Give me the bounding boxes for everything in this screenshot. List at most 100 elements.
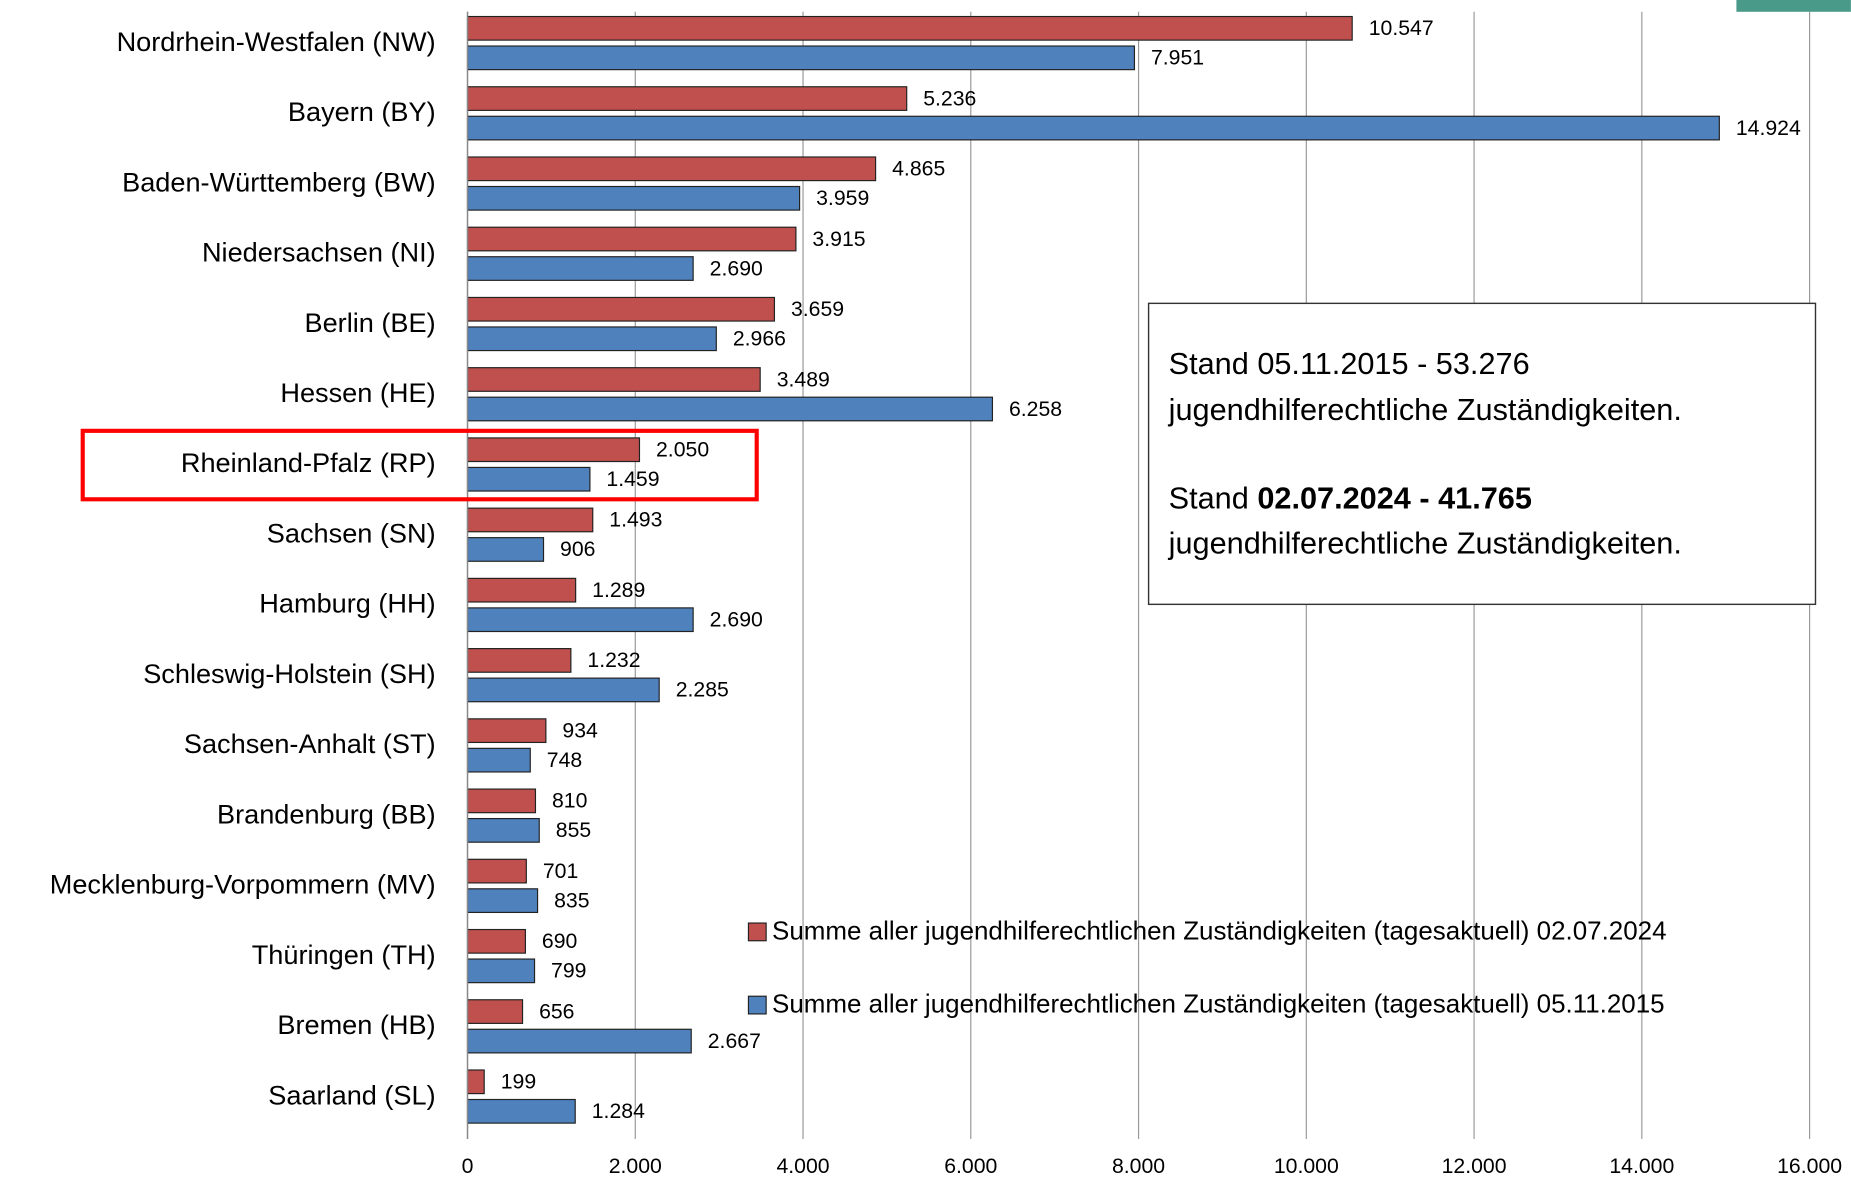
highlight-box bbox=[80, 428, 759, 502]
y-tick-label: Sachsen-Anhalt (ST) bbox=[184, 728, 436, 759]
bar bbox=[466, 537, 545, 562]
bar bbox=[466, 577, 577, 603]
value-label: 656 bbox=[539, 999, 574, 1023]
value-label: 3.959 bbox=[816, 186, 869, 210]
bar bbox=[466, 1098, 576, 1124]
legend-swatch bbox=[747, 922, 767, 942]
legend-label: Summe aller jugendhilferechtlichen Zustä… bbox=[772, 915, 1666, 945]
y-tick-label: Hamburg (HH) bbox=[259, 588, 435, 619]
value-label: 1.493 bbox=[609, 508, 662, 532]
legend: Summe aller jugendhilferechtlichen Zustä… bbox=[747, 915, 1667, 1019]
y-tick-label: Berlin (BE) bbox=[305, 307, 436, 338]
y-tick-label: Sachsen (SN) bbox=[267, 517, 436, 548]
bar bbox=[466, 296, 776, 322]
annotation-text: Stand 02.07.2024 - 41.765 bbox=[1169, 481, 1532, 516]
bar bbox=[466, 1069, 485, 1095]
bar bbox=[466, 747, 531, 773]
value-label: 10.547 bbox=[1369, 16, 1434, 40]
bar bbox=[466, 185, 801, 211]
bars: Nordrhein-Westfalen (NW) 10.547 7.951 Bayer… bbox=[50, 15, 1801, 1124]
bar bbox=[466, 226, 797, 252]
bar bbox=[466, 115, 1720, 141]
bar bbox=[466, 396, 994, 422]
x-tick-label: 0 bbox=[462, 1154, 474, 1178]
legend-label: Summe aller jugendhilferechtlichen Zustä… bbox=[772, 989, 1665, 1019]
x-tick-label: 10.000 bbox=[1274, 1154, 1339, 1178]
value-label: 2.690 bbox=[710, 256, 763, 280]
value-label: 748 bbox=[547, 748, 582, 772]
value-label: 5.236 bbox=[923, 86, 976, 110]
value-label: 4.865 bbox=[892, 157, 945, 181]
value-label: 2.285 bbox=[676, 678, 729, 702]
bar bbox=[466, 648, 572, 673]
bar bbox=[466, 958, 536, 984]
annotation-text: jugendhilferechtliche Zuständigkeiten. bbox=[1168, 392, 1682, 427]
value-label: 835 bbox=[554, 888, 589, 912]
value-label: 799 bbox=[551, 959, 586, 983]
y-tick-label: Rheinland-Pfalz (RP) bbox=[181, 447, 436, 478]
value-label: 3.915 bbox=[812, 227, 865, 251]
value-label: 1.284 bbox=[592, 1099, 645, 1123]
y-tick-label: Bayern (BY) bbox=[288, 96, 436, 127]
bar bbox=[466, 607, 694, 633]
value-label: 2.966 bbox=[733, 327, 786, 351]
bar bbox=[466, 718, 547, 744]
y-tick-label: Nordrhein-Westfalen (NW) bbox=[117, 26, 436, 57]
bar bbox=[466, 86, 908, 111]
bar bbox=[466, 999, 524, 1024]
value-label: 690 bbox=[542, 929, 577, 953]
bar bbox=[466, 858, 527, 884]
value-label: 701 bbox=[543, 859, 578, 883]
bar bbox=[466, 1028, 692, 1054]
value-label: 6.258 bbox=[1009, 397, 1062, 421]
legend-swatch bbox=[747, 995, 767, 1015]
bar bbox=[466, 466, 591, 492]
bar bbox=[466, 15, 1353, 41]
bar bbox=[466, 367, 761, 392]
y-tick-label: Baden-Württemberg (BW) bbox=[122, 166, 436, 197]
bar bbox=[466, 677, 660, 703]
bar bbox=[466, 788, 537, 814]
y-tick-label: Bremen (HB) bbox=[277, 1009, 435, 1040]
bar bbox=[466, 45, 1136, 71]
x-tick-label: 8.000 bbox=[1112, 1154, 1165, 1178]
x-tick-label: 4.000 bbox=[776, 1154, 829, 1178]
bar bbox=[466, 437, 641, 463]
bar bbox=[466, 928, 526, 954]
annotation-text: jugendhilferechtliche Zuständigkeiten. bbox=[1168, 525, 1682, 560]
value-label: 855 bbox=[556, 818, 591, 842]
annotation-text: Stand 05.11.2015 - 53.276 bbox=[1169, 346, 1530, 381]
y-tick-label: Hessen (HE) bbox=[280, 377, 435, 408]
y-tick-label: Brandenburg (BB) bbox=[217, 798, 436, 829]
bar bbox=[466, 156, 877, 182]
y-tick-label: Mecklenburg-Vorpommern (MV) bbox=[50, 869, 436, 900]
value-label: 3.659 bbox=[791, 297, 844, 321]
bar bbox=[466, 326, 717, 352]
value-label: 2.050 bbox=[656, 438, 709, 462]
annotation-bold: 02.07.2024 - 41.765 bbox=[1257, 481, 1532, 516]
bar bbox=[466, 817, 540, 843]
value-label: 2.667 bbox=[708, 1029, 761, 1053]
y-tick-label: Schleswig-Holstein (SH) bbox=[143, 658, 435, 689]
value-label: 2.690 bbox=[710, 607, 763, 631]
value-label: 906 bbox=[560, 537, 595, 561]
value-label: 199 bbox=[501, 1070, 536, 1094]
value-label: 1.232 bbox=[587, 648, 640, 672]
x-tick-label: 12.000 bbox=[1442, 1154, 1507, 1178]
bar bbox=[466, 888, 539, 914]
corner-decoration bbox=[1736, 0, 1851, 12]
bar bbox=[466, 256, 694, 281]
annotation-text: Stand bbox=[1169, 481, 1249, 516]
value-label: 1.459 bbox=[606, 467, 659, 491]
value-label: 810 bbox=[552, 789, 587, 813]
x-tick-label: 16.000 bbox=[1777, 1154, 1842, 1178]
x-tick-label: 6.000 bbox=[944, 1154, 997, 1178]
y-tick-label: Niedersachsen (NI) bbox=[202, 237, 436, 268]
value-label: 3.489 bbox=[777, 367, 830, 391]
value-label: 7.951 bbox=[1151, 46, 1204, 70]
bar bbox=[466, 507, 594, 533]
y-tick-label: Saarland (SL) bbox=[268, 1079, 435, 1110]
y-tick-label: Thüringen (TH) bbox=[252, 939, 436, 970]
x-tick-label: 14.000 bbox=[1609, 1154, 1674, 1178]
